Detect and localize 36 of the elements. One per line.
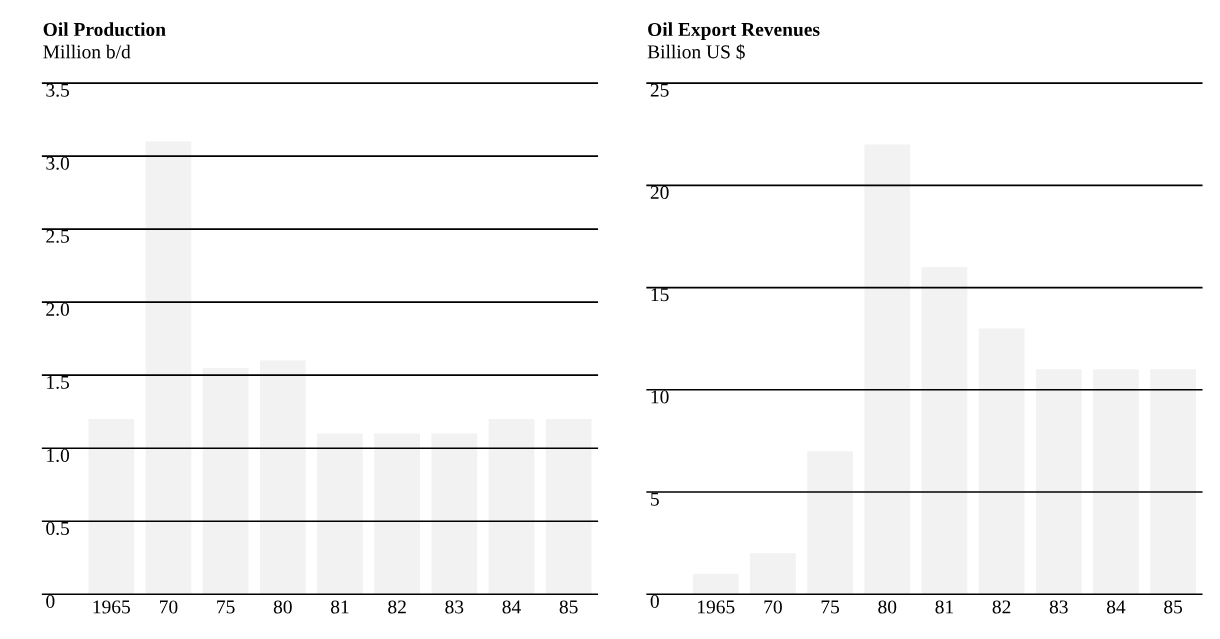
x-tick-label: 82 bbox=[992, 600, 1011, 614]
x-tick-label: 81 bbox=[331, 600, 349, 614]
x-tick-label: 75 bbox=[217, 600, 235, 614]
y-tick-label: 0 bbox=[46, 594, 55, 608]
y-tick-label: 1.0 bbox=[47, 448, 70, 462]
y-tick-label: 2.5 bbox=[46, 229, 70, 243]
x-tick-label: 70 bbox=[160, 600, 178, 614]
x-tick-label: 83 bbox=[1049, 600, 1068, 614]
x-tick-label: 1965 bbox=[93, 600, 130, 614]
x-tick-label: 70 bbox=[764, 600, 782, 614]
y-tick-label: 15 bbox=[651, 288, 669, 302]
x-tick-label: 83 bbox=[445, 600, 464, 614]
y-tick-label: 5 bbox=[651, 492, 659, 506]
y-tick-label: 1.5 bbox=[47, 375, 70, 389]
y-tick-label: 10 bbox=[651, 390, 669, 404]
x-tick-label: 80 bbox=[273, 600, 292, 614]
x-tick-label: 85 bbox=[559, 600, 578, 614]
x-tick-label: 75 bbox=[821, 600, 840, 614]
x-tick-label: 81 bbox=[935, 600, 953, 614]
y-tick-label: 3.0 bbox=[46, 156, 70, 170]
x-tick-label: 82 bbox=[388, 600, 406, 614]
x-tick-label: 80 bbox=[878, 600, 897, 614]
chart-title: Oil Production bbox=[43, 22, 166, 37]
y-tick-label: 0.5 bbox=[46, 521, 70, 536]
chart-subtitle: Billion US $ bbox=[647, 44, 745, 60]
y-tick-label: 25 bbox=[650, 83, 669, 97]
chart-subtitle: Million b/d bbox=[43, 44, 131, 59]
x-tick-label: 85 bbox=[1164, 600, 1183, 614]
y-tick-label: 2.0 bbox=[46, 302, 70, 316]
x-tick-label: 84 bbox=[1106, 600, 1126, 614]
y-tick-label: 20 bbox=[650, 185, 669, 199]
chart-title: Oil Export Revenues bbox=[648, 22, 820, 40]
y-tick-label: 0 bbox=[650, 594, 659, 608]
x-tick-label: 84 bbox=[502, 600, 521, 614]
y-tick-label: 3.5 bbox=[46, 83, 70, 97]
x-tick-label: 1965 bbox=[698, 600, 735, 614]
